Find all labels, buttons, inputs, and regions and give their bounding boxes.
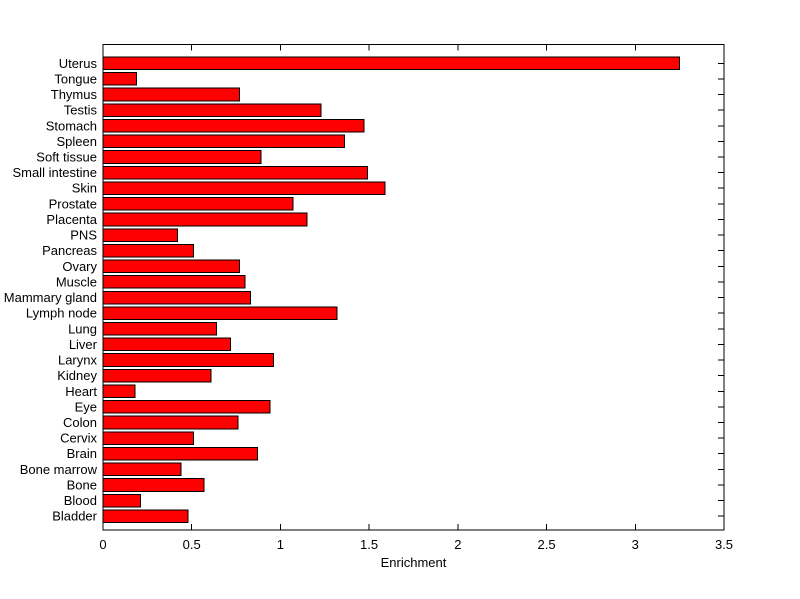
bar: [102, 150, 262, 164]
bar: [102, 368, 212, 383]
bar: [102, 446, 258, 461]
y-tick-label: Bone marrow: [20, 462, 98, 477]
x-tick-label: 0: [99, 537, 106, 552]
bar: [102, 56, 681, 71]
y-tick-label: Liver: [69, 337, 98, 352]
y-tick-label: Lung: [68, 321, 97, 336]
y-tick-label: Larynx: [58, 353, 98, 368]
y-tick-label: Skin: [72, 181, 97, 196]
y-tick-label: Brain: [67, 446, 97, 461]
bar: [102, 134, 345, 149]
y-tick-label: Thymus: [51, 87, 98, 102]
x-tick-label: 3.5: [715, 537, 733, 552]
bar: [102, 243, 194, 258]
y-tick-label: Blood: [64, 493, 97, 508]
y-tick-label: Uterus: [59, 56, 98, 71]
y-tick-label: Bone: [67, 478, 97, 493]
y-tick-label: Mammary gland: [4, 290, 97, 305]
bar: [102, 87, 241, 102]
bar: [102, 275, 246, 289]
bars-group: [102, 56, 681, 523]
y-tick-label: Soft tissue: [36, 150, 97, 165]
y-tick-label: Kidney: [57, 368, 97, 383]
y-tick-label: Prostate: [49, 196, 97, 211]
bar: [102, 415, 239, 430]
bar: [102, 212, 308, 227]
y-tick-label: Bladder: [52, 509, 97, 524]
bar: [102, 197, 294, 211]
bar: [102, 119, 365, 133]
bar: [102, 462, 182, 477]
x-tick-label: 1: [277, 537, 284, 552]
bar: [102, 337, 232, 352]
y-tick-label: Lymph node: [26, 306, 97, 321]
y-tick-label: Tongue: [54, 71, 97, 86]
y-tick-label: Spleen: [57, 134, 97, 149]
y-tick-label: Placenta: [46, 212, 97, 227]
bar: [102, 165, 368, 180]
y-tick-label: Pancreas: [42, 243, 97, 258]
x-tick-label: 2: [454, 537, 461, 552]
bar: [102, 493, 141, 508]
y-tick-label: Small intestine: [12, 165, 97, 180]
x-axis-label: Enrichment: [381, 555, 447, 570]
bar: [102, 228, 178, 242]
bar: [102, 384, 136, 399]
bar: [102, 509, 189, 523]
y-tick-label: Stomach: [46, 118, 97, 133]
category-labels-group: UterusTongueThymusTestisStomachSpleenSof…: [4, 56, 98, 524]
bar: [102, 72, 138, 86]
axis-ticks-group: [102, 44, 725, 530]
bar: [102, 259, 241, 274]
bar: [102, 103, 322, 118]
x-tick-label: 0.5: [183, 537, 201, 552]
x-tick-label: 1.5: [360, 537, 378, 552]
bar: [102, 478, 205, 492]
bar: [102, 400, 271, 414]
y-tick-label: Eye: [75, 399, 97, 414]
y-tick-label: Muscle: [56, 274, 97, 289]
x-tick-label: 3: [632, 537, 639, 552]
bar: [102, 290, 251, 305]
x-tick-label: 2.5: [538, 537, 556, 552]
y-tick-label: Colon: [63, 415, 97, 430]
bar: [102, 431, 194, 445]
y-tick-label: PNS: [70, 228, 97, 243]
x-tick-labels-group: 0 0.5 1 1.5 2 2.5 3 3.5: [99, 537, 733, 552]
bar: [102, 322, 218, 336]
bar: [102, 353, 274, 367]
bar: [102, 306, 338, 320]
y-tick-label: Testis: [64, 103, 98, 118]
y-tick-label: Ovary: [62, 259, 97, 274]
y-tick-label: Heart: [65, 384, 97, 399]
y-tick-label: Cervix: [60, 431, 97, 446]
bar: [102, 181, 386, 195]
